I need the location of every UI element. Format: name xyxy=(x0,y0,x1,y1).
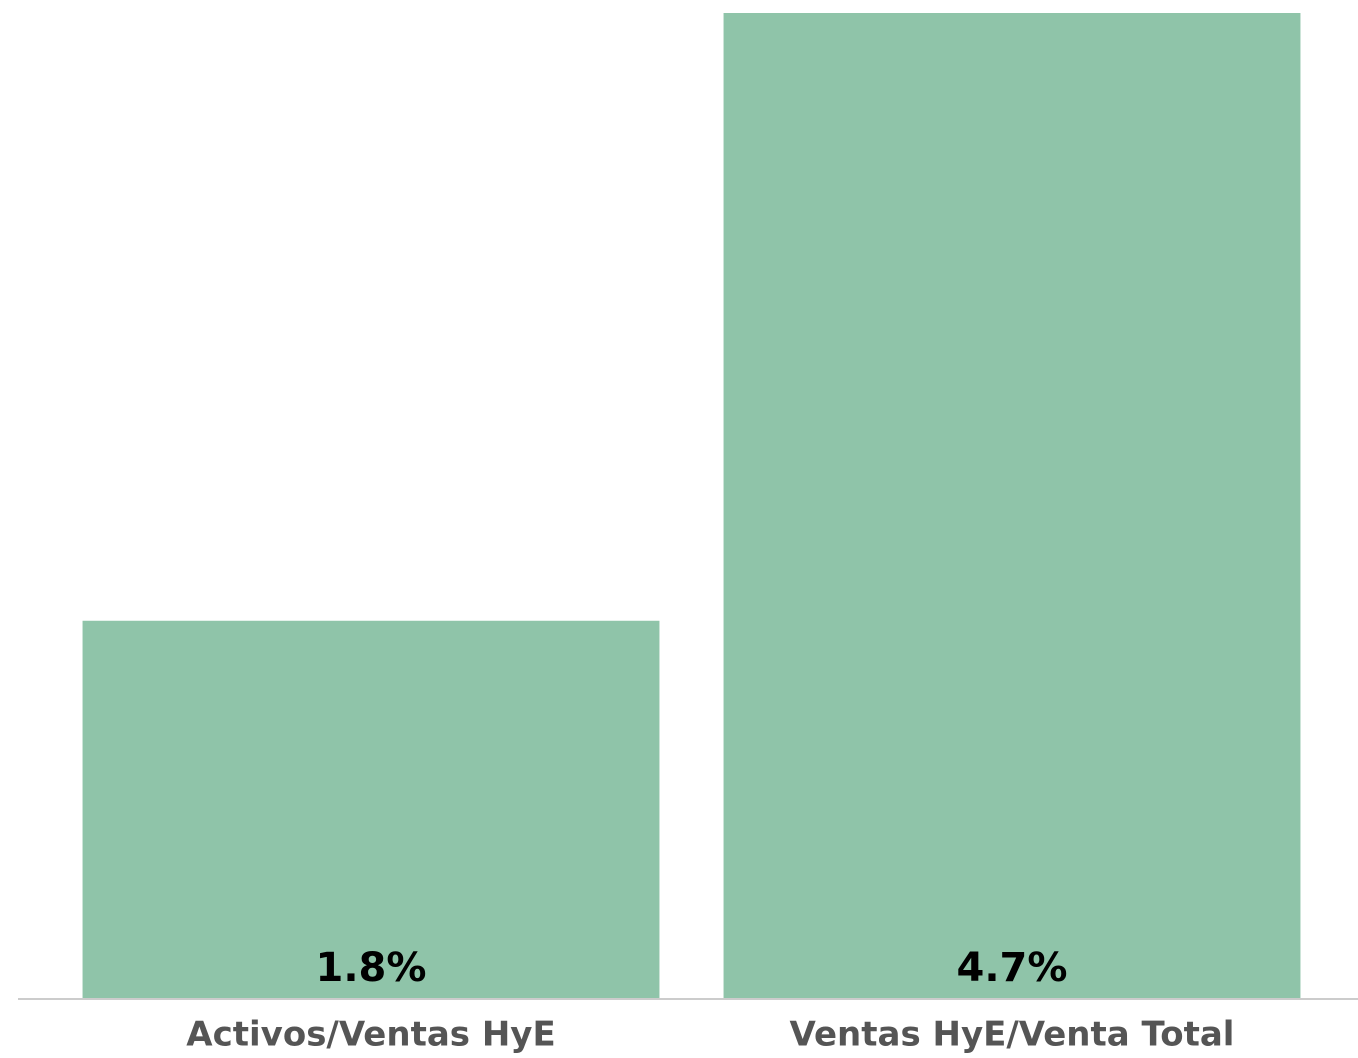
value-label: 4.7% xyxy=(957,945,1068,991)
value-label: 1.8% xyxy=(316,945,427,991)
x-tick-label: Activos/Ventas HyE xyxy=(186,1015,555,1055)
x-tick-label: Ventas HyE/Venta Total xyxy=(790,1015,1235,1055)
bar xyxy=(82,620,660,998)
bar xyxy=(723,13,1301,998)
